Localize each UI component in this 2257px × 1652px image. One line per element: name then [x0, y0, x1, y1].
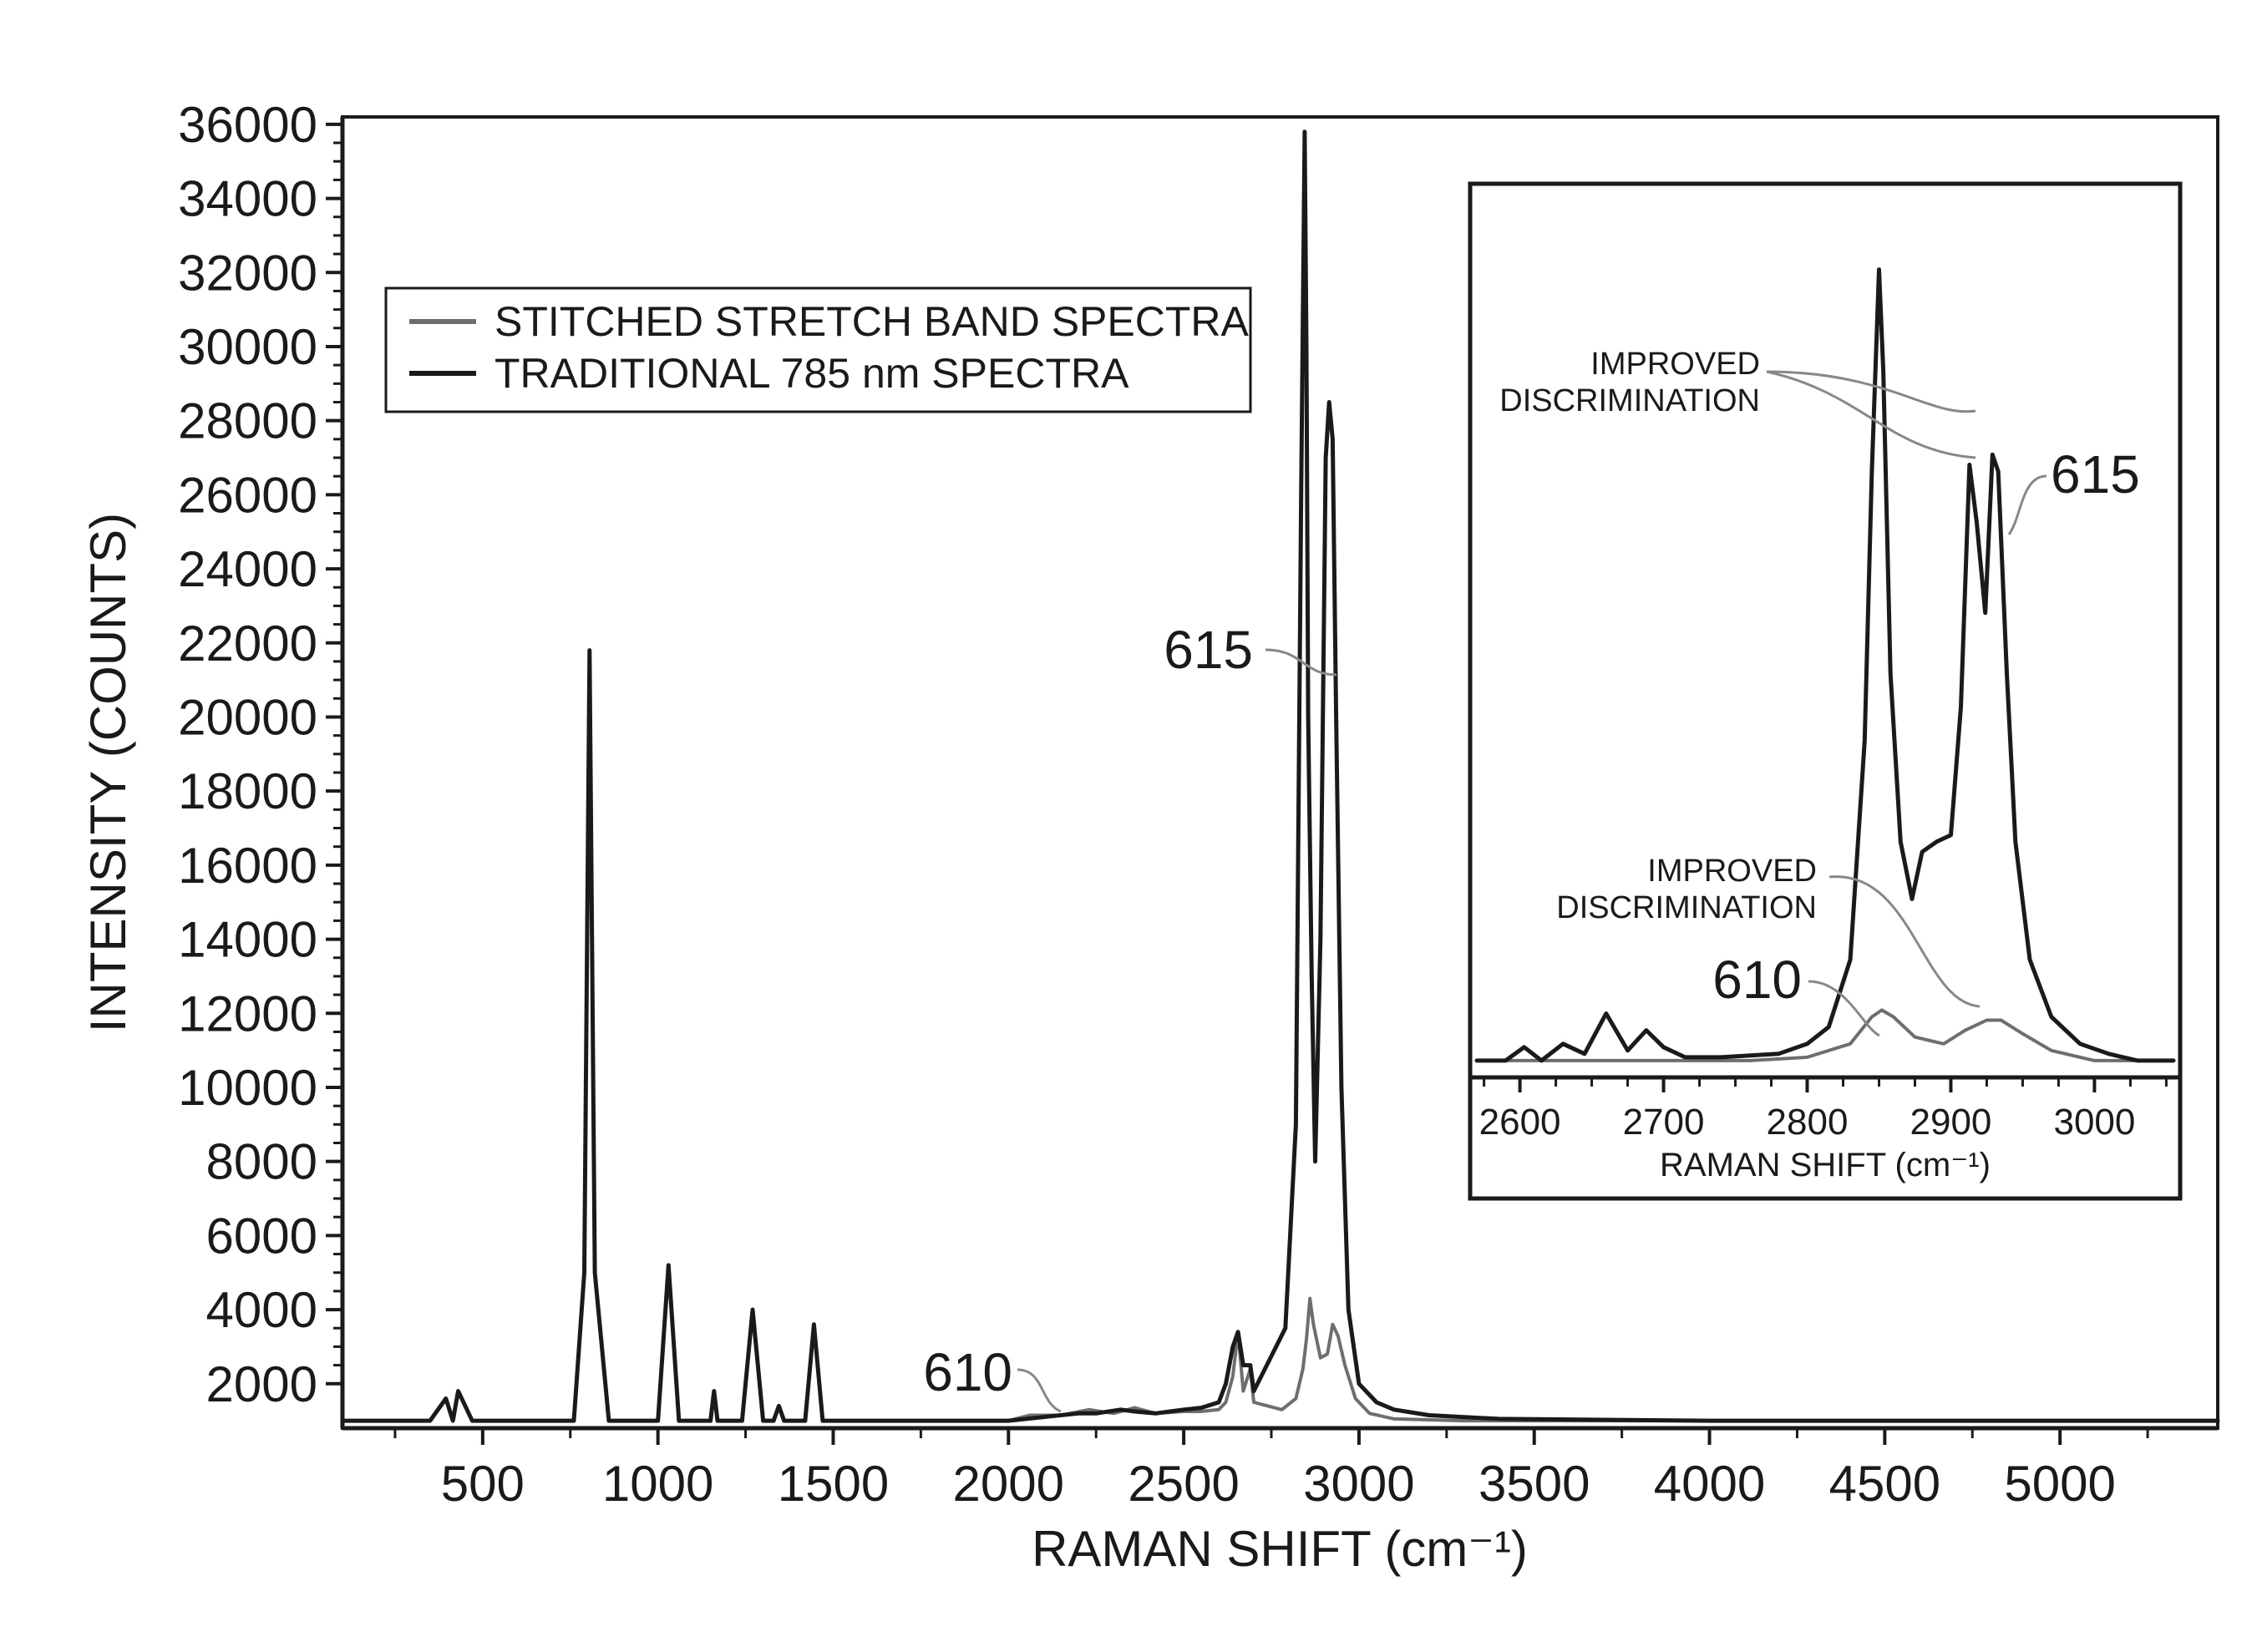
main-x-axis-title: RAMAN SHIFT (cm⁻¹): [1032, 1521, 1528, 1577]
inset-improved-2-leader: [1828, 875, 1981, 1008]
main-annotation-610-leader: [1017, 1368, 1062, 1413]
inset-annotation-615: 615: [2051, 444, 2140, 504]
main-y-tick-label: 34000: [178, 171, 317, 227]
main-y-tick-label: 26000: [178, 467, 317, 523]
main-x-tick-label: 5000: [2004, 1456, 2115, 1512]
inset-x-tick-label: 2700: [1623, 1102, 1705, 1143]
inset-x-ticks: 2600 2700 2800 2900 3000: [1479, 1077, 2168, 1143]
main-y-tick-label: 8000: [206, 1134, 317, 1190]
main-x-tick-label: 3500: [1478, 1456, 1590, 1512]
inset-series-group: [1474, 267, 2176, 1063]
main-y-tick-label: 10000: [178, 1060, 317, 1116]
main-y-tick-label: 24000: [178, 541, 317, 597]
inset-x-tick-label: 3000: [2053, 1102, 2135, 1143]
main-series-line-traditional: [340, 129, 2220, 1423]
main-y-tick-label: 6000: [206, 1208, 317, 1264]
main-x-tick-label: 4000: [1654, 1456, 1765, 1512]
main-y-tick-label: 2000: [206, 1356, 317, 1412]
main-annotation-610: 610: [923, 1342, 1012, 1402]
main-y-axis-title: INTENSITY (COUNTS): [80, 513, 136, 1032]
main-annotation-615: 615: [1164, 620, 1253, 680]
main-y-tick-label: 22000: [178, 616, 317, 671]
inset-improved-1-leader-b: [1766, 370, 1976, 459]
main-y-tick-label: 4000: [206, 1282, 317, 1338]
main-y-tick-label: 20000: [178, 689, 317, 745]
legend-box: [384, 286, 1252, 413]
inset-series-line-stitched: [1475, 1008, 2175, 1062]
main-x-tick-label: 2500: [1128, 1456, 1239, 1512]
main-y-tick-label: 12000: [178, 986, 317, 1041]
main-x-tick-label: 1000: [602, 1456, 713, 1512]
inset-annotation-improved-2-line1: IMPROVED: [1647, 854, 1817, 889]
main-y-tick-label: 30000: [178, 319, 317, 375]
inset-615-leader: [2007, 474, 2047, 535]
inset-annotation-610: 610: [1712, 950, 1802, 1010]
inset-x-tick-label: 2600: [1479, 1102, 1561, 1143]
main-y-tick-label: 32000: [178, 245, 317, 301]
legend: STITCHED STRETCH BAND SPECTRA TRADITIONA…: [384, 286, 1252, 413]
main-x-tick-label: 4500: [1829, 1456, 1940, 1512]
main-x-tick-label: 1500: [778, 1456, 889, 1512]
inset-x-tick-label: 2800: [1767, 1102, 1849, 1143]
main-y-tick-label: 18000: [178, 763, 317, 819]
main-x-tick-label: 500: [441, 1456, 525, 1512]
legend-label-stitched: STITCHED STRETCH BAND SPECTRA: [495, 298, 1250, 345]
main-x-ticks: 500 1000 1500 2000 2500 3000 3500 4000 4500 5000: [393, 1428, 2149, 1512]
main-series-group: [340, 129, 2220, 1423]
main-x-tick-label: 3000: [1303, 1456, 1414, 1512]
inset-chart: 2600 2700 2800 2900 3000 RAMAN SHIFT (cm⁻¹) …: [1468, 181, 2183, 1201]
inset-x-axis-title: RAMAN SHIFT (cm⁻¹): [1660, 1147, 1991, 1183]
inset-annotation-improved-1-line1: IMPROVED: [1590, 347, 1760, 382]
inset-improved-1-leader-a: [1766, 370, 1976, 413]
main-y-tick-label: 36000: [178, 97, 317, 153]
main-y-ticks: 2000 4000 6000 8000 10000 12000 14000 16000 1800…: [178, 97, 342, 1412]
main-chart: 2000 4000 6000 8000 10000 12000 14000 16000 1800…: [80, 97, 2220, 1577]
legend-label-traditional: TRADITIONAL 785 nm SPECTRA: [495, 350, 1129, 397]
inset-series-line-traditional: [1474, 267, 2176, 1063]
main-x-tick-label: 2000: [953, 1456, 1064, 1512]
inset-annotation-improved-1-line2: DISCRIMINATION: [1499, 383, 1760, 418]
main-y-tick-label: 16000: [178, 838, 317, 894]
main-y-tick-label: 14000: [178, 912, 317, 968]
main-y-tick-label: 28000: [178, 393, 317, 449]
main-annotation-615-leader: [1265, 648, 1337, 677]
inset-frame: [1468, 181, 2183, 1201]
inset-x-tick-label: 2900: [1910, 1102, 1992, 1143]
inset-annotation-improved-2-line2: DISCRIMINATION: [1556, 890, 1817, 925]
inset-610-leader: [1808, 980, 1880, 1037]
